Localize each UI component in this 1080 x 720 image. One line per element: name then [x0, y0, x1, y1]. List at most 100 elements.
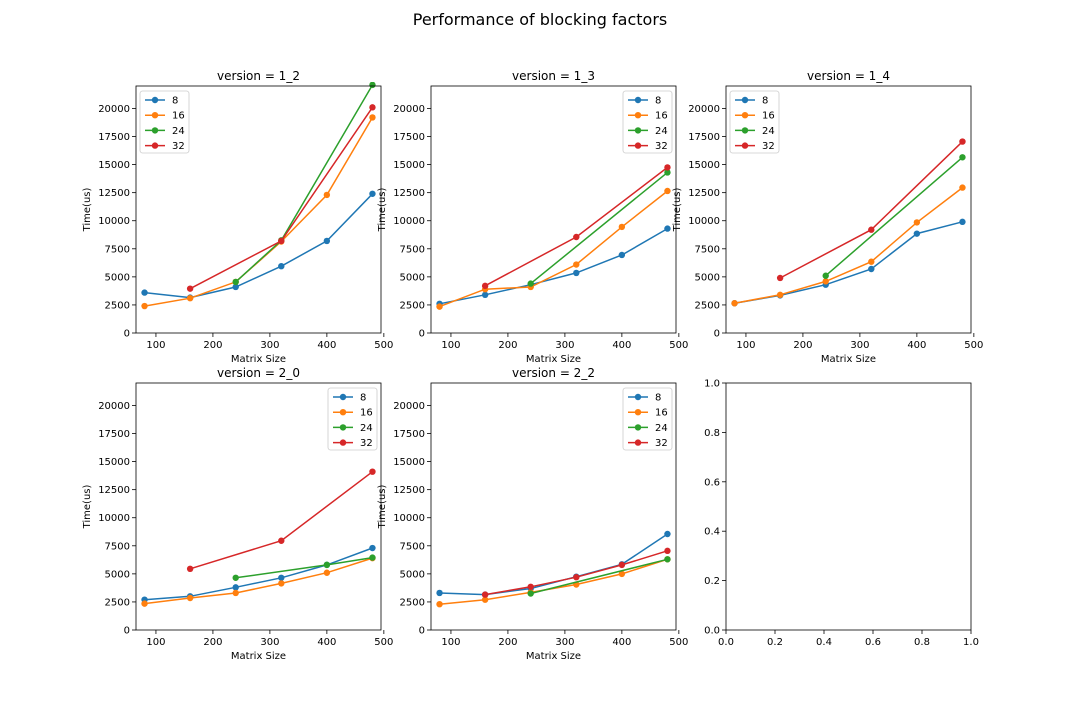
legend-label: 24 [655, 126, 668, 137]
data-point [232, 283, 239, 291]
series-32 [186, 104, 376, 292]
y-tick-label: 0.4 [704, 527, 720, 538]
series-24 [232, 554, 376, 581]
data-point [664, 530, 671, 538]
legend-swatch-marker [339, 424, 347, 431]
y-tick-label: 17500 [98, 132, 130, 143]
data-point [959, 218, 966, 226]
data-point [436, 589, 443, 597]
legend-swatch-marker [151, 112, 159, 119]
y-tick-label: 2500 [695, 300, 720, 311]
data-point [618, 251, 626, 259]
data-point [868, 258, 875, 265]
series-line-32 [779, 141, 964, 279]
legend: 8 16 24 32 [327, 387, 378, 451]
data-point [232, 574, 239, 581]
series-16 [436, 187, 671, 310]
x-tick-label: 200 [203, 340, 222, 351]
y-tick-label: 5000 [105, 569, 130, 580]
data-point [278, 262, 285, 270]
y-tick-label: 5000 [695, 272, 720, 283]
y-tick-label: 17500 [688, 132, 720, 143]
x-axis-label: Matrix Size [231, 354, 286, 365]
y-tick-label: 17500 [393, 429, 425, 440]
legend-swatch-marker [339, 439, 347, 446]
data-point [527, 583, 534, 590]
data-point [232, 584, 239, 591]
data-point [573, 233, 580, 241]
y-tick-label: 15000 [393, 457, 425, 468]
y-tick-label: 2500 [400, 300, 425, 311]
x-tick-label: 100 [441, 340, 460, 351]
data-point [186, 294, 194, 302]
data-point [369, 104, 376, 111]
y-tick-label: 5000 [400, 272, 425, 283]
x-axis-label: Matrix Size [526, 354, 581, 365]
legend-swatch-marker [634, 142, 642, 149]
x-tick-label: 1.0 [963, 637, 979, 648]
x-tick-label: 400 [907, 340, 926, 351]
x-tick-label: 0.6 [865, 637, 881, 648]
y-tick-label: 15000 [98, 160, 130, 171]
y-tick-label: 10000 [98, 513, 130, 524]
subplot-title: version = 1_3 [512, 69, 595, 83]
axes-frame [430, 85, 677, 334]
legend-swatch-marker [634, 393, 642, 401]
data-point [822, 278, 829, 285]
x-tick-label: 0.2 [767, 637, 783, 648]
subplot-title: version = 1_2 [217, 69, 300, 83]
legend-swatch-marker [741, 112, 749, 119]
series-line-24 [235, 556, 373, 579]
data-point [436, 303, 443, 310]
data-point [232, 278, 239, 286]
x-tick-label: 500 [374, 340, 393, 351]
data-point [369, 544, 376, 552]
x-tick-label: 500 [964, 340, 983, 351]
series-8 [141, 190, 376, 301]
x-tick-label: 500 [669, 340, 688, 351]
y-tick-label: 5000 [105, 272, 130, 283]
data-point [868, 265, 875, 273]
legend-label: 16 [655, 408, 668, 419]
legend: 8 16 24 32 [729, 90, 780, 154]
y-tick-label: 15000 [688, 160, 720, 171]
data-point [618, 223, 626, 231]
axes-frame [135, 382, 382, 631]
data-point [776, 274, 784, 282]
series-24 [527, 169, 671, 287]
x-tick-label: 0.0 [718, 637, 734, 648]
series-line-16 [144, 557, 373, 605]
legend-swatch-marker [634, 409, 642, 416]
y-tick-label: 20000 [393, 104, 425, 115]
legend-label: 16 [655, 111, 668, 122]
series-line-8 [144, 193, 374, 299]
y-tick-label: 10000 [98, 216, 130, 227]
y-tick-label: 7500 [105, 244, 130, 255]
y-tick-label: 7500 [695, 244, 720, 255]
y-tick-label: 7500 [400, 541, 425, 552]
data-point [731, 300, 738, 307]
x-tick-label: 500 [669, 637, 688, 648]
y-tick-label: 17500 [98, 429, 130, 440]
legend-swatch-marker [741, 96, 749, 104]
data-point [323, 561, 331, 569]
x-tick-label: 300 [260, 637, 279, 648]
y-tick-label: 0 [714, 329, 720, 340]
legend-label: 16 [360, 408, 373, 419]
legend-label: 8 [655, 393, 661, 404]
legend-label: 8 [172, 96, 178, 107]
legend-swatch-marker [151, 142, 159, 149]
legend-label: 16 [172, 111, 185, 122]
data-point [369, 114, 376, 121]
data-point [186, 565, 194, 573]
data-point [913, 219, 921, 226]
data-point [959, 184, 966, 191]
x-tick-label: 400 [612, 637, 631, 648]
x-tick-label: 0.4 [816, 637, 832, 648]
data-point [323, 191, 331, 199]
x-axis-label: Matrix Size [821, 354, 876, 365]
legend: 8 16 24 32 [139, 90, 190, 154]
legend-label: 32 [762, 141, 775, 152]
